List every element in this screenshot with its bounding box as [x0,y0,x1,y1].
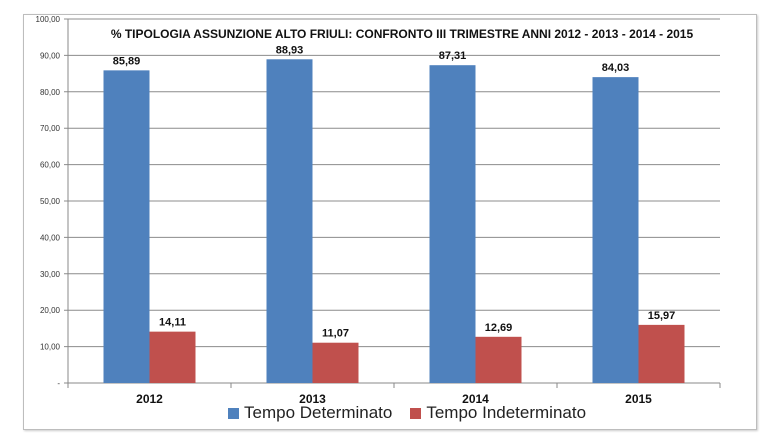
bar-determinato [103,70,150,383]
y-tick-label: 70,00 [40,124,61,133]
legend-swatch-blue [228,407,239,419]
x-tick-label: 2015 [625,392,652,406]
bar-determinato [592,77,639,383]
x-tick-label: 2012 [136,392,163,406]
x-tick-label: 2014 [462,392,489,406]
legend-item-determinato: Tempo Determinato [228,403,392,423]
y-tick-label: 20,00 [40,306,61,315]
data-label: 85,89 [113,55,141,67]
bar-indeterminato [149,331,196,383]
legend-swatch-red [410,407,422,419]
legend-label: Tempo Indeterminato [426,403,587,422]
data-label: 15,97 [648,310,676,322]
bar-determinato [266,59,313,383]
legend-label: Tempo Determinato [244,403,393,422]
bar-indeterminato [638,324,685,383]
legend: Tempo Determinato Tempo Indeterminato [228,403,586,423]
chart-title: % TIPOLOGIA ASSUNZIONE ALTO FRIULI: CONF… [111,27,694,41]
bar-determinato [429,65,476,384]
y-tick-label: 40,00 [40,233,61,242]
data-label: 88,93 [276,44,304,56]
data-label: 12,69 [485,322,513,334]
y-tick-label: 100,00 [36,15,61,24]
y-tick-label: 90,00 [40,51,61,60]
y-tick-label: 30,00 [40,270,61,279]
data-label: 87,31 [439,50,467,62]
chart-frame [23,14,757,430]
data-label: 84,03 [602,62,630,74]
x-tick-label: 2013 [299,392,326,406]
y-tick-label: - [57,379,60,388]
data-label: 14,11 [159,317,186,329]
data-label: 11,07 [322,328,349,340]
y-tick-label: 10,00 [40,343,61,352]
bar-indeterminato [312,342,359,383]
y-tick-label: 80,00 [40,88,61,97]
y-tick-label: 50,00 [40,197,61,206]
bar-indeterminato [475,336,522,383]
legend-item-indeterminato: Tempo Indeterminato [410,403,586,423]
y-tick-label: 60,00 [40,161,61,170]
